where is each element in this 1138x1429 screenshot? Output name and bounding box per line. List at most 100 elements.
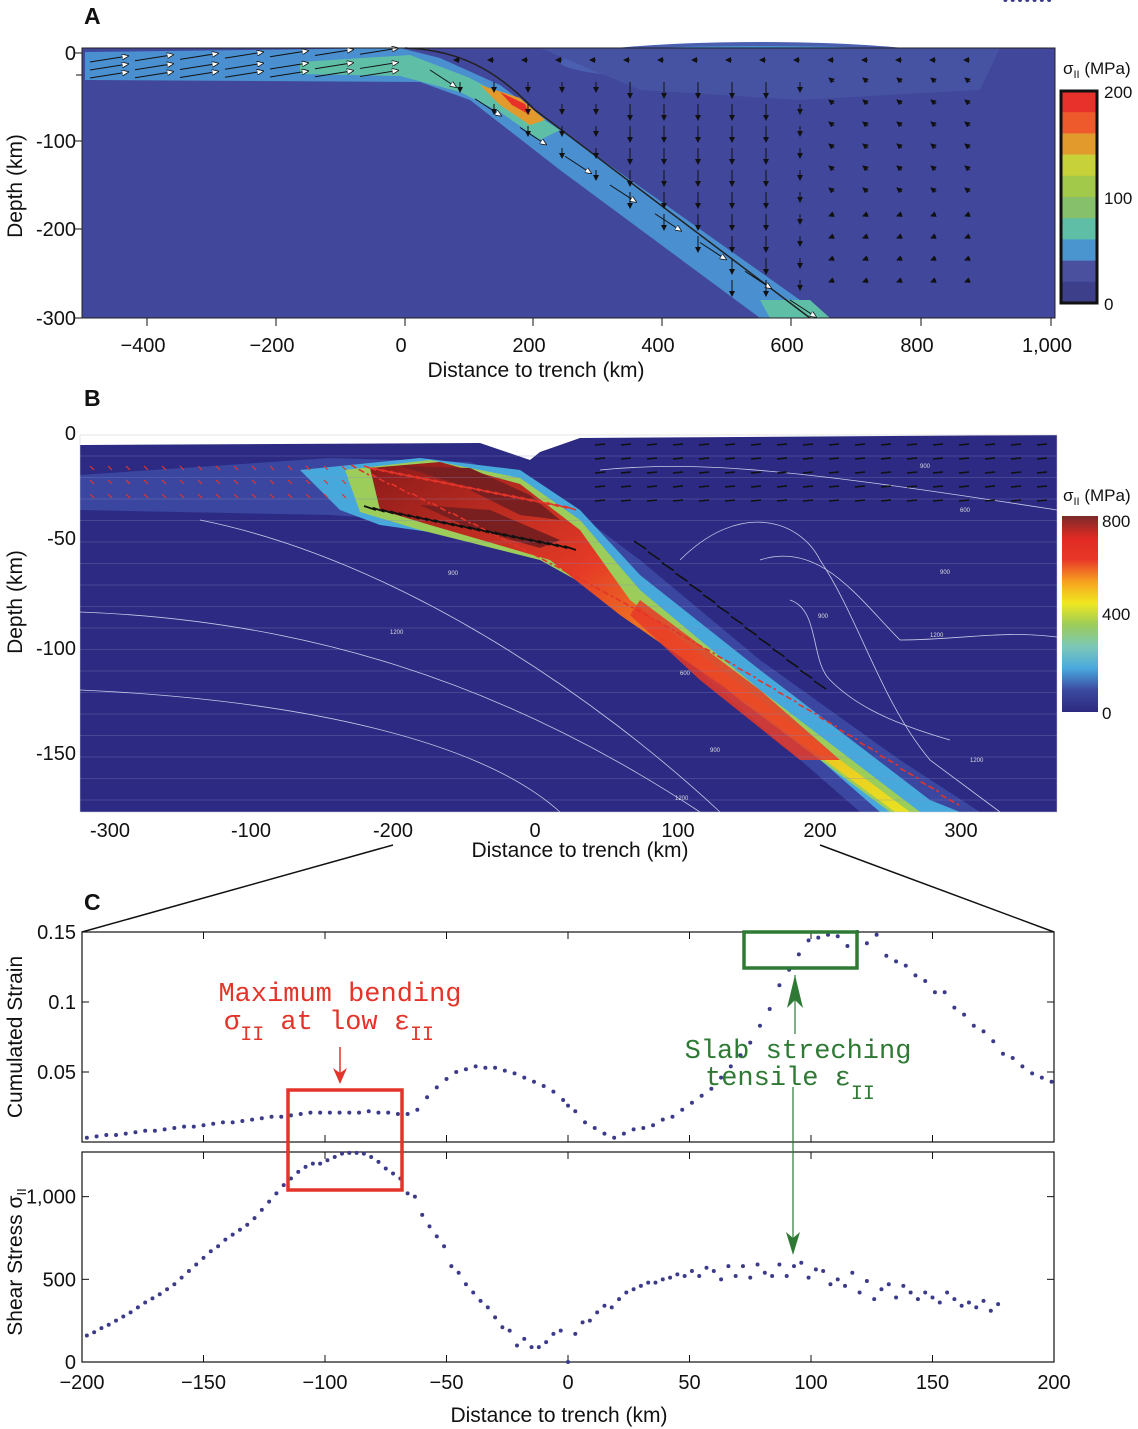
stress-axis-mark [89,479,95,485]
contour-label: 900 [920,464,931,470]
stress-axis-mark [476,487,490,494]
stress-axis-mark [750,471,762,474]
annotation-text: tensile εII [705,1064,875,1106]
strain-point [1010,1056,1015,1060]
strain-point [201,1123,206,1128]
strain-point [864,941,869,946]
strain-point [522,1075,527,1080]
stress-point [500,1325,505,1330]
stress-axis-mark [620,485,632,488]
stress-axis-mark [594,457,606,460]
stress-point [682,1274,687,1279]
stress-point [157,1292,162,1297]
stress-axis-mark [287,465,293,471]
velocity-arrow [964,99,971,106]
stress-axis-mark [537,500,551,506]
stress-axis-mark [452,512,472,525]
stress-point [99,1326,104,1331]
colorbar-a-block [1061,133,1097,155]
stress-axis-mark [407,513,420,520]
strain-point [434,1085,439,1090]
strain-point [114,1133,119,1137]
stress-axis-mark [389,510,403,517]
stress-axis-mark [672,485,684,488]
stress-point [522,1336,527,1341]
stress-axis-mark [702,594,716,604]
velocity-arrow [89,72,128,79]
velocity-arrow [314,71,353,78]
stress-axis-mark [433,479,446,485]
stress-point [245,1222,250,1227]
velocity-arrow [964,121,971,128]
velocity-arrow [964,277,971,283]
panel-b: B 9006009001200600900900120012009001200 … [4,385,1131,862]
stress-axis-mark [441,520,455,527]
stress-axis-mark [906,443,918,446]
strain-point [835,934,840,939]
stress-axis-mark [424,517,438,524]
stress-point [230,1232,235,1237]
strain-point [748,1040,753,1045]
contour-label: 1200 [930,633,944,639]
panel-a-axes: −400 −200 0 200 400 600 800 1,000 0 -100 -200 -300 [36,43,1072,357]
stress-point [843,1283,848,1288]
strain-point [240,1119,245,1123]
stress-point [675,1272,680,1277]
stress-axis-mark [906,471,918,474]
x-tick-label: 100 [794,1372,827,1394]
stress-axis-mark [161,465,167,471]
stress-axis-mark [251,465,257,471]
stress-axis-mark [899,767,919,780]
x-tick-label: 1,000 [1022,335,1072,357]
x-tick-label: 600 [770,335,803,357]
stress-axis-mark [125,479,131,485]
velocity-arrow [134,72,173,79]
stress-axis-mark [854,443,866,446]
stress-axis-mark [737,666,756,679]
stress-point [981,1298,986,1303]
slab-region [85,48,830,318]
stress-axis-mark [854,471,866,474]
stress-axis-mark [269,465,275,471]
stress-point [631,1287,636,1292]
stress-point [412,1194,417,1199]
stress-axis-mark [676,631,695,643]
stress-axis-mark [161,493,167,499]
stress-point [1025,0,1030,2]
velocity-arrow [654,213,681,231]
contour-label: 900 [448,571,459,577]
stress-axis-mark [776,485,788,488]
stress-axis-mark [381,468,394,475]
stress-axis-mark [750,443,762,446]
strain-point [347,1110,352,1115]
stress-axis-mark [476,527,490,534]
grid-lines [80,455,1057,801]
stress-axis-mark [323,493,329,499]
strain-point [932,990,937,995]
stress-axis-mark [233,479,239,485]
stress-point [259,1207,264,1212]
stress-axis-mark [1010,457,1022,460]
stress-axis-mark [818,716,838,728]
y-tick-label: 0 [65,423,76,445]
strain-point [493,1065,498,1070]
panel-b-colorbar: σII (MPa) 800 400 0 [1062,486,1131,723]
y-tick-label: 0.05 [37,1062,76,1084]
stress-point [267,1199,272,1204]
stress-axis-mark [520,496,533,503]
strain-point [512,1071,517,1076]
strain-ylabel: Cumulated Strain [4,956,27,1118]
stress-point [587,1318,592,1323]
stress-axis-mark [958,485,970,488]
stress-point [966,1300,971,1305]
velocity-arrow [896,211,903,217]
y-tick-label: 0.1 [48,992,76,1014]
velocity-arrow [828,121,835,128]
panel-b-label: B [84,385,101,411]
velocity-arrow [964,211,971,217]
stress-axis-mark [984,499,996,502]
stress-point [784,1274,789,1279]
slab-region [400,466,560,520]
stress-axis-mark [305,465,311,471]
